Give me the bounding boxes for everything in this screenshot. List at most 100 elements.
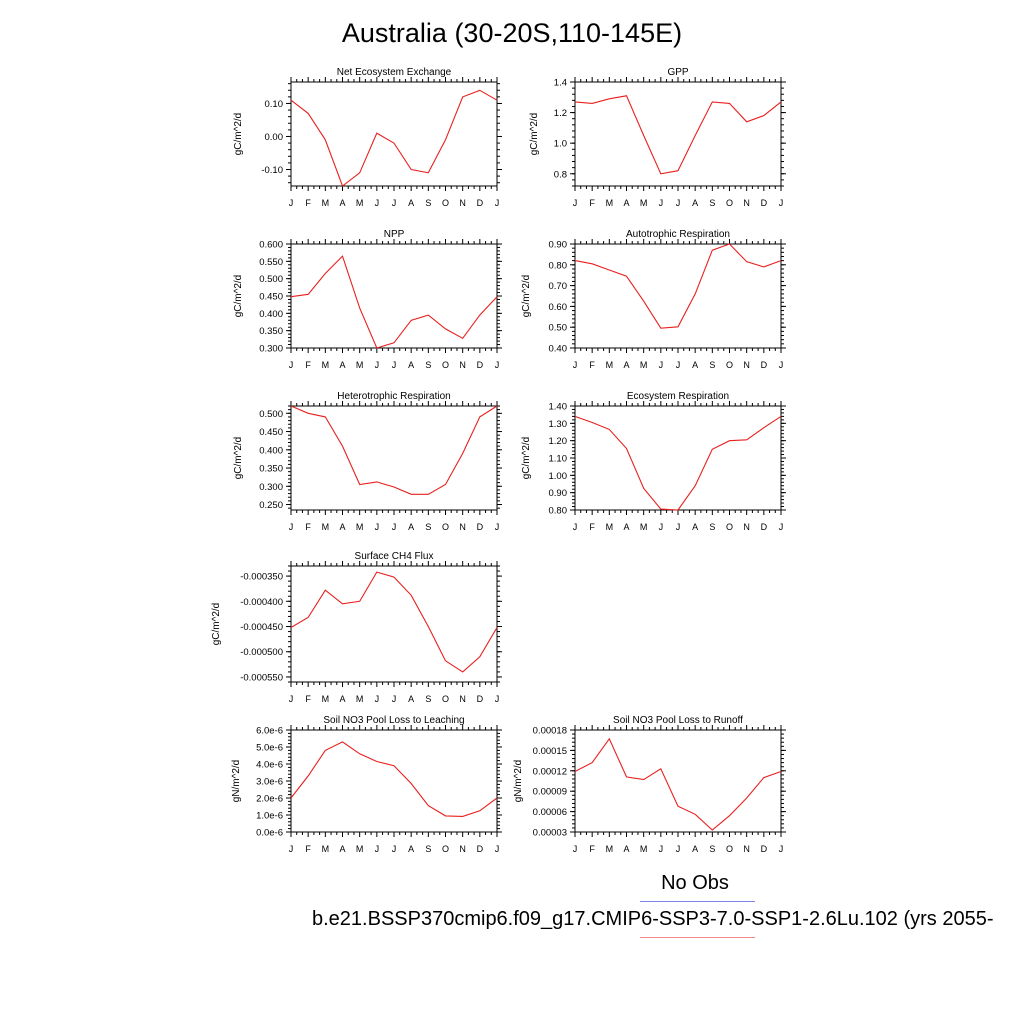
x-tick-label: J bbox=[289, 360, 294, 370]
x-tick-label: A bbox=[623, 844, 629, 854]
x-tick-label: M bbox=[606, 522, 614, 532]
panel-title: Net Ecosystem Exchange bbox=[337, 67, 452, 78]
y-tick-label: -0.000400 bbox=[240, 597, 283, 608]
x-tick-label: J bbox=[495, 694, 500, 704]
y-tick-label: 1.0 bbox=[554, 139, 567, 150]
x-tick-label: N bbox=[459, 360, 466, 370]
x-tick-label: N bbox=[459, 694, 466, 704]
x-tick-label: A bbox=[623, 198, 629, 208]
x-tick-label: A bbox=[692, 844, 698, 854]
y-tick-label: 0.450 bbox=[259, 427, 283, 438]
x-tick-label: J bbox=[573, 522, 578, 532]
y-tick-label: 0.350 bbox=[259, 464, 283, 475]
y-tick-label: 0.00 bbox=[265, 132, 284, 143]
x-tick-label: O bbox=[442, 694, 449, 704]
x-tick-label: S bbox=[709, 522, 715, 532]
x-tick-label: N bbox=[459, 198, 466, 208]
y-axis-label: gN/m^2/d bbox=[513, 760, 524, 803]
y-axis-label: gC/m^2/d bbox=[233, 275, 244, 318]
panel-title: Surface CH4 Flux bbox=[355, 551, 434, 562]
x-tick-label: J bbox=[495, 522, 500, 532]
y-tick-label: 1.10 bbox=[549, 454, 568, 465]
x-tick-label: A bbox=[339, 360, 345, 370]
x-tick-label: M bbox=[322, 360, 330, 370]
x-tick-label: J bbox=[495, 360, 500, 370]
x-tick-label: M bbox=[640, 360, 648, 370]
series-line bbox=[290, 89, 498, 187]
y-tick-label: 1.0e-6 bbox=[256, 811, 283, 822]
x-tick-label: J bbox=[779, 198, 784, 208]
x-tick-label: S bbox=[709, 198, 715, 208]
series-line bbox=[290, 741, 498, 817]
plot-frame bbox=[574, 243, 782, 349]
x-tick-label: F bbox=[589, 522, 595, 532]
y-tick-label: -0.000450 bbox=[240, 622, 283, 633]
y-axis-label: gC/m^2/d bbox=[521, 275, 532, 318]
x-tick-label: M bbox=[322, 844, 330, 854]
y-tick-label: 0.50 bbox=[549, 323, 568, 334]
x-tick-label: A bbox=[623, 360, 629, 370]
x-tick-label: J bbox=[676, 360, 681, 370]
panel-title: Soil NO3 Pool Loss to Leaching bbox=[323, 715, 464, 726]
x-tick-label: J bbox=[392, 844, 397, 854]
x-tick-label: M bbox=[640, 844, 648, 854]
y-tick-label: 1.20 bbox=[549, 436, 568, 447]
legend-no-obs: No Obs bbox=[661, 872, 729, 894]
y-tick-label: 3.0e-6 bbox=[256, 777, 283, 788]
y-tick-label: 0.8 bbox=[554, 169, 567, 180]
y-tick-label: 0.80 bbox=[549, 506, 568, 517]
x-tick-label: J bbox=[392, 522, 397, 532]
x-tick-label: J bbox=[659, 360, 664, 370]
x-tick-label: S bbox=[709, 360, 715, 370]
x-tick-label: D bbox=[477, 694, 484, 704]
y-tick-label: 0.350 bbox=[259, 326, 283, 337]
x-tick-label: J bbox=[495, 198, 500, 208]
y-tick-label: -0.000550 bbox=[240, 672, 283, 683]
x-tick-label: J bbox=[676, 198, 681, 208]
x-tick-label: O bbox=[726, 844, 733, 854]
x-tick-label: O bbox=[442, 844, 449, 854]
x-tick-label: A bbox=[339, 694, 345, 704]
legend-line-obs bbox=[640, 901, 755, 902]
y-tick-label: -0.10 bbox=[261, 165, 283, 176]
x-tick-label: M bbox=[322, 198, 330, 208]
x-tick-label: F bbox=[305, 522, 311, 532]
x-tick-label: J bbox=[573, 844, 578, 854]
x-tick-label: J bbox=[289, 844, 294, 854]
x-tick-label: A bbox=[623, 522, 629, 532]
x-tick-label: F bbox=[589, 844, 595, 854]
plot-frame bbox=[290, 243, 498, 349]
x-tick-label: M bbox=[356, 844, 364, 854]
y-tick-label: 0.80 bbox=[549, 260, 568, 271]
x-tick-label: J bbox=[779, 360, 784, 370]
x-tick-label: S bbox=[425, 844, 431, 854]
plot-frame bbox=[290, 405, 498, 511]
x-tick-label: D bbox=[477, 360, 484, 370]
y-tick-label: 0.00012 bbox=[533, 766, 567, 777]
x-tick-label: J bbox=[495, 844, 500, 854]
y-tick-label: 0.00003 bbox=[533, 828, 567, 839]
x-tick-label: M bbox=[356, 198, 364, 208]
panel-title: Soil NO3 Pool Loss to Runoff bbox=[613, 715, 743, 726]
x-tick-label: M bbox=[606, 844, 614, 854]
panel-title: Heterotrophic Respiration bbox=[337, 391, 450, 402]
x-tick-label: O bbox=[442, 360, 449, 370]
x-tick-label: A bbox=[339, 522, 345, 532]
x-tick-label: M bbox=[322, 694, 330, 704]
x-tick-label: J bbox=[375, 844, 380, 854]
y-tick-label: 1.30 bbox=[549, 419, 568, 430]
y-tick-label: 0.40 bbox=[549, 344, 568, 355]
x-tick-label: N bbox=[459, 522, 466, 532]
series-line bbox=[574, 243, 782, 329]
x-tick-label: F bbox=[305, 360, 311, 370]
y-tick-label: 2.0e-6 bbox=[256, 794, 283, 805]
x-tick-label: O bbox=[726, 198, 733, 208]
series-line bbox=[574, 737, 782, 831]
series-line bbox=[574, 95, 782, 175]
x-tick-label: J bbox=[676, 844, 681, 854]
y-axis-label: gC/m^2/d bbox=[233, 437, 244, 480]
